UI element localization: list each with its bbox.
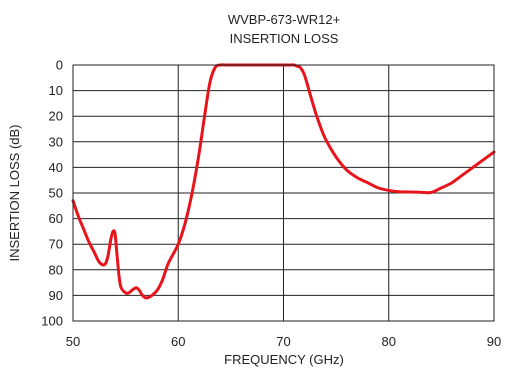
x-tick-label: 60	[171, 334, 185, 349]
y-tick-labels: 0 10 20 30 40 50 60 70 80 90 100	[41, 58, 63, 329]
y-axis-label: INSERTION LOSS (dB)	[7, 124, 22, 261]
y-tick-label: 10	[49, 83, 63, 98]
y-tick-label: 80	[49, 262, 63, 277]
x-axis-label: FREQUENCY (GHz)	[224, 352, 344, 367]
y-tick-label: 20	[49, 109, 63, 124]
chart-subtitle: INSERTION LOSS	[230, 31, 339, 46]
y-tick-label: 90	[49, 288, 63, 303]
x-tick-label: 70	[276, 334, 290, 349]
plot-frame	[72, 64, 495, 322]
y-tick-label: 0	[56, 58, 63, 73]
x-tick-labels: 50 60 70 80 90	[66, 334, 501, 349]
y-tick-label: 40	[49, 160, 63, 175]
y-tick-label: 50	[49, 186, 63, 201]
x-tick-label: 50	[66, 334, 80, 349]
x-tick-label: 80	[382, 334, 396, 349]
y-tick-label: 30	[49, 134, 63, 149]
y-tick-label: 60	[49, 211, 63, 226]
y-tick-label: 70	[49, 237, 63, 252]
x-tick-label: 90	[487, 334, 501, 349]
chart-title: WVBP-673-WR12+	[228, 12, 340, 27]
y-tick-label: 100	[41, 314, 63, 329]
